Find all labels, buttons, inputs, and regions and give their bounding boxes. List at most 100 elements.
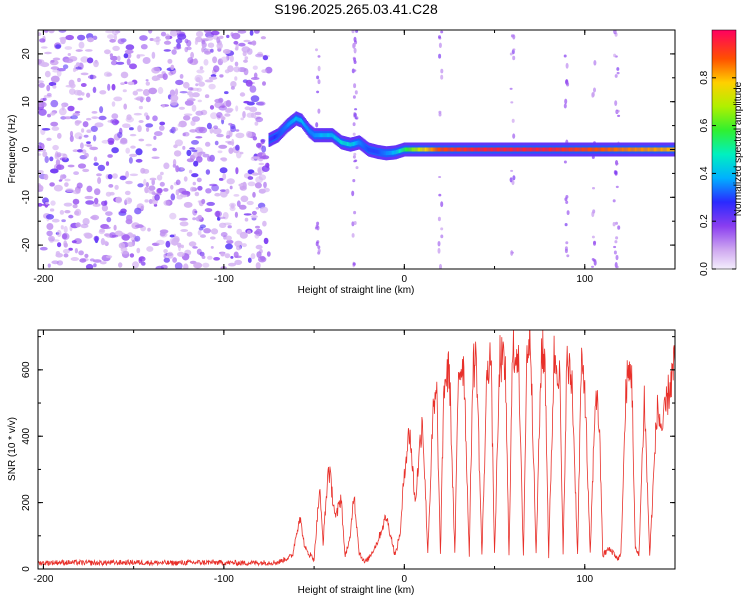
heatmap-cell [107,174,113,180]
heatmap-cell [234,47,239,51]
heatmap-cell [252,191,256,198]
heatmap-cell [413,147,416,152]
heatmap-cell [58,30,67,33]
heatmap-cell [46,92,52,97]
heatmap-cell [247,257,252,263]
heatmap-cell [134,235,141,242]
heatmap-cell [437,247,441,254]
heatmap-cell [204,208,213,213]
heatmap-cell [109,53,113,58]
heatmap-cell [558,147,561,152]
heatmap-cell [255,225,260,229]
heatmap-cell [239,231,248,239]
heatmap-cell [665,147,668,152]
heatmap-cell [472,147,474,152]
heatmap-cell [476,147,479,152]
heatmap-cell [355,141,357,146]
heatmap-cell [488,147,490,152]
heatmap-cell [475,147,477,152]
heatmap-cell [228,147,234,154]
heatmap-cell [479,147,482,152]
heatmap-cell [374,149,377,154]
heatmap-cell [491,147,494,152]
heatmap-cell [194,191,200,197]
heatmap-cell [235,132,245,139]
heatmap-cell [478,147,481,152]
heatmap-cell [234,211,238,218]
heatmap-cell [203,59,209,66]
tick-label: 100 [576,274,593,285]
heatmap-cell [186,158,194,163]
heatmap-cell [550,147,552,152]
heatmap-cell [59,157,66,161]
tick-label: 0.0 [699,262,710,276]
heatmap-cell [615,254,619,261]
heatmap-cell [41,102,47,108]
heatmap-cell [89,74,94,80]
heatmap-cell [589,147,591,152]
heatmap-cell [83,134,89,138]
heatmap-cell [284,125,287,130]
heatmap-cell [409,147,411,152]
heatmap-cell [182,145,186,150]
heatmap-cell [371,148,373,153]
heatmap-cell [163,253,167,259]
heatmap-cell [627,147,630,152]
heatmap-cell [564,248,568,254]
heatmap-cell [192,246,198,249]
heatmap-cell [212,56,218,64]
heatmap-cell [175,30,180,34]
heatmap-cell [565,62,569,69]
heatmap-cell [107,34,115,39]
heatmap-cell [323,133,326,138]
heatmap-cell [578,147,580,152]
heatmap-cell [157,86,164,95]
heatmap-cell [467,147,470,152]
heatmap-cell [58,107,67,116]
heatmap-cell [249,30,254,36]
heatmap-cell [275,134,277,139]
heatmap-cell [540,147,542,152]
heatmap-cell [369,147,371,152]
heatmap-cell [486,147,488,152]
heatmap-cell [210,228,219,235]
colorbar-label: Normalized spectral amplitude [733,81,744,216]
heatmap-cell [364,145,367,150]
heatmap-cell [251,156,260,159]
heatmap-cell [110,60,118,66]
heatmap-cell [305,124,307,129]
heatmap-cell [383,150,385,155]
heatmap-cell [48,30,55,34]
heatmap-cell [577,147,579,152]
heatmap-cell [90,125,98,132]
heatmap-cell [279,131,281,136]
tick-label: 0.8 [699,70,710,84]
heatmap-cell [151,156,160,159]
heatmap-cell [359,140,362,145]
heatmap-cell [586,147,589,152]
heatmap-cell [144,199,149,203]
heatmap-cell [655,147,657,152]
heatmap-cell [401,148,404,153]
heatmap-cell [353,210,357,215]
heatmap-cell [560,147,563,152]
heatmap-cell [58,179,63,182]
heatmap-cell [289,121,291,126]
heatmap-cell [338,138,341,143]
heatmap-cell [430,147,433,152]
heatmap-cell [93,162,99,167]
heatmap-cell [298,117,301,122]
heatmap-cell [222,49,231,54]
heatmap-cell [260,36,266,40]
heatmap-cell [210,246,214,249]
heatmap-cell [78,250,84,256]
heatmap-cell [238,183,243,187]
tick-label: 0 [402,274,408,285]
heatmap-cell [509,52,513,56]
heatmap-cell [82,121,89,128]
heatmap-cell [616,147,618,152]
heatmap-cell [552,147,554,152]
heatmap-cell [63,253,69,258]
heatmap-cell [105,191,112,197]
heatmap-cell [240,117,244,121]
